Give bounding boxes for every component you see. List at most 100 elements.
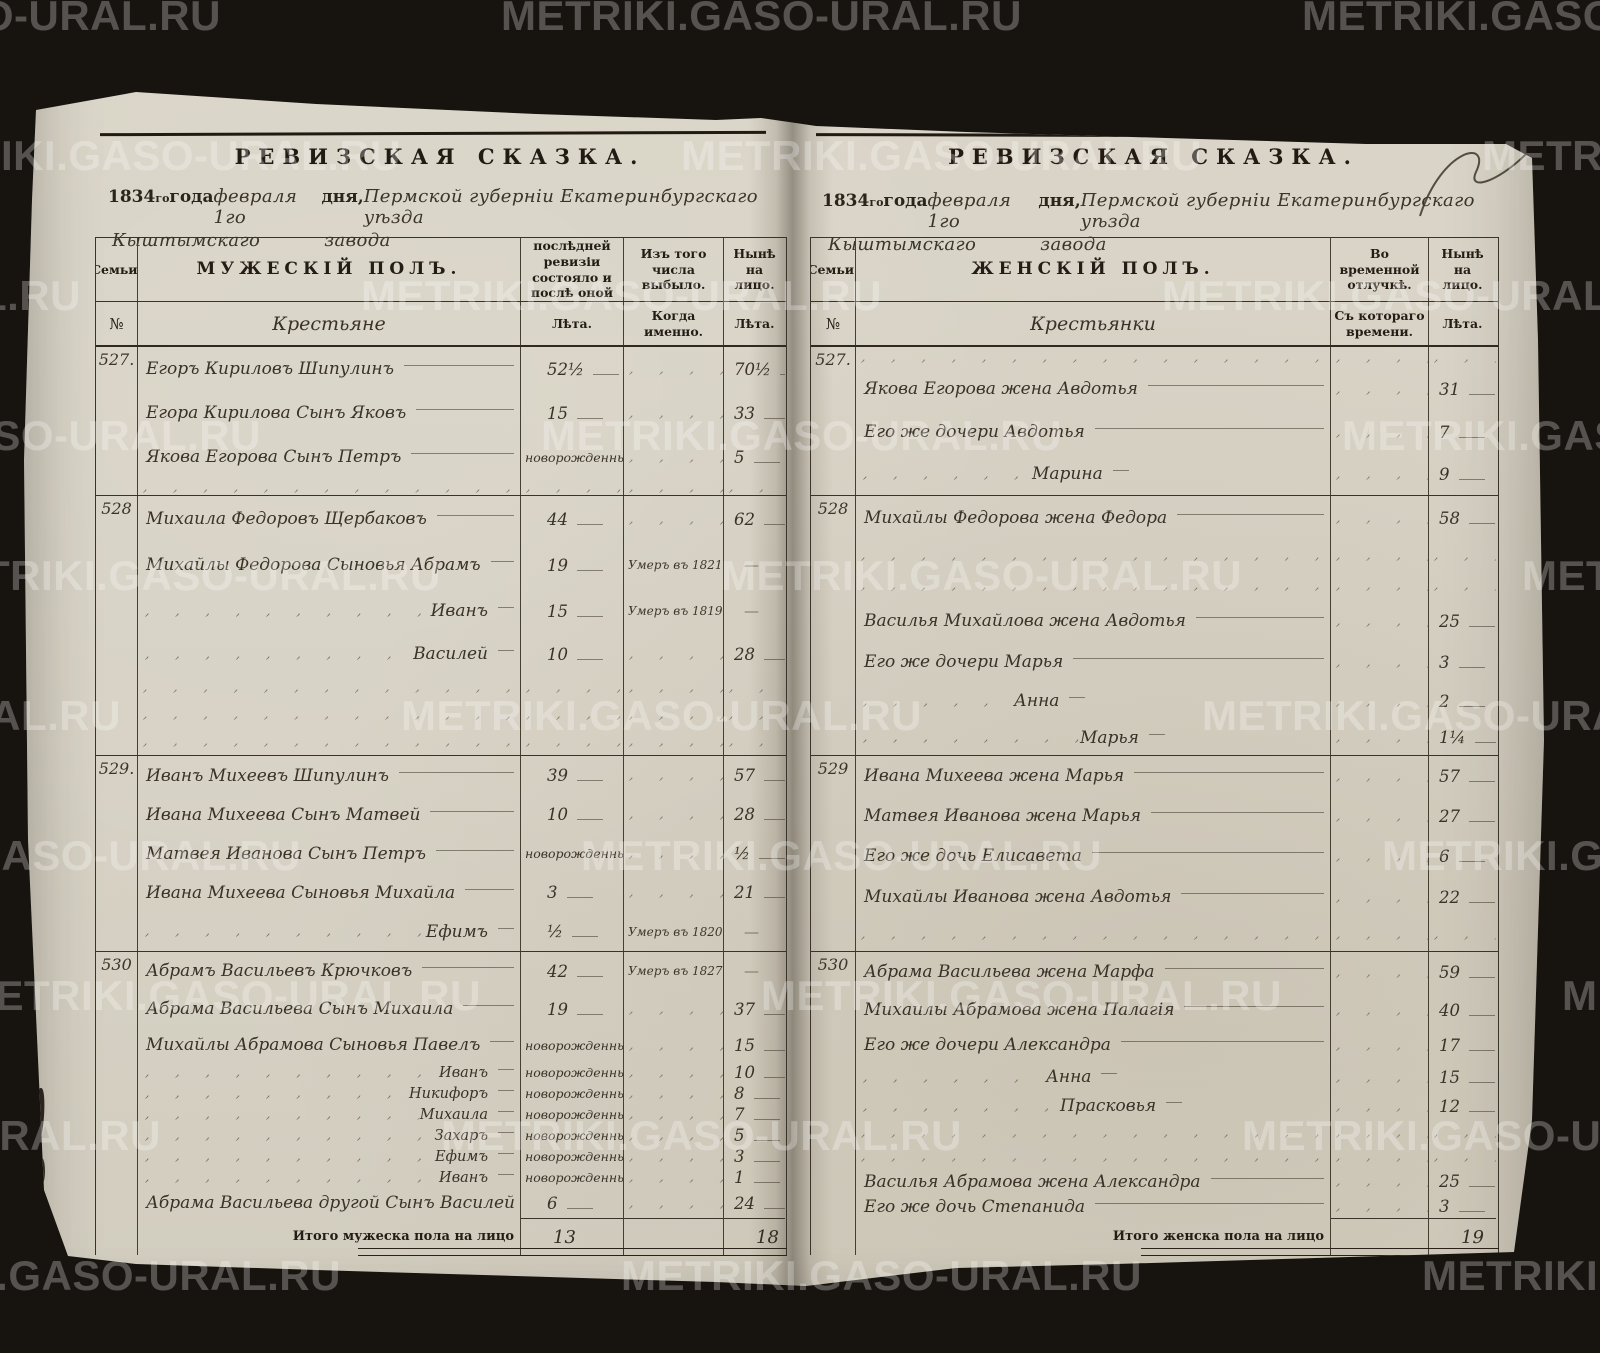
person-name: Его же дочери Марья xyxy=(856,642,1331,682)
table-row: Василья Абрамова жена Александра 25 xyxy=(811,1168,1498,1195)
empty-cell xyxy=(811,1195,856,1218)
newborn-note: новорожденный xyxy=(521,834,624,873)
empty-cell xyxy=(811,540,856,570)
age-now: 28 xyxy=(724,634,785,674)
name-text: Его же дочери Марья xyxy=(864,652,1064,672)
tick-row xyxy=(96,701,786,728)
age-last-revision: 44 xyxy=(521,496,624,542)
table-row: Михаилы Абрамова жена Палагія 40 xyxy=(811,992,1498,1028)
name-text: Иванъ xyxy=(439,1169,488,1186)
family-block-527: 527. Егоръ Кириловъ Шипулинъ 52½ 70½ Его… xyxy=(96,347,786,495)
empty-cell xyxy=(811,600,856,642)
ditto-ticks xyxy=(624,634,724,674)
empty-cell xyxy=(811,1120,856,1144)
family-number-empty xyxy=(96,912,138,951)
right-page-top-rule xyxy=(815,133,1501,138)
family-number-empty xyxy=(96,990,138,1028)
ditto-ticks xyxy=(1429,540,1496,570)
ink-blot xyxy=(38,1158,45,1184)
ditto-ticks xyxy=(1331,796,1429,836)
header-years: Лѣта. xyxy=(521,302,624,345)
male-subheader-row: № Крестьяне Лѣта. Когда именно. Лѣта. xyxy=(96,302,786,347)
tick-row xyxy=(96,479,786,495)
family-number-empty xyxy=(96,795,138,834)
ditto-ticks xyxy=(1331,720,1429,755)
tick-row xyxy=(96,674,786,701)
table-row: Его же дочери Авдотья 7 xyxy=(811,411,1498,453)
header-years: Лѣта. xyxy=(1442,315,1483,331)
person-name: Якова Егорова жена Авдотья xyxy=(856,367,1331,411)
ditto-ticks xyxy=(521,728,624,755)
family-number: 528 xyxy=(96,496,138,542)
family-block-529: 529 Ивана Михеева жена Марья 57 Матвея И… xyxy=(811,755,1498,951)
ditto-ticks xyxy=(1331,1092,1429,1120)
table-row: Анна 2 xyxy=(811,682,1498,720)
ditto-ticks xyxy=(1331,836,1429,876)
ditto-ticks xyxy=(624,756,724,795)
year-suffix: го xyxy=(869,196,884,209)
age-now: 28 xyxy=(724,795,785,834)
person-name: Никифоръ xyxy=(138,1083,521,1104)
table-row: Абрама Васильева другой Сынъ Василей 6 2… xyxy=(96,1188,786,1218)
age-last-revision: 52½ xyxy=(521,347,624,391)
ditto-ticks xyxy=(1331,600,1429,642)
ditto-ticks xyxy=(1429,347,1496,367)
double-rule xyxy=(1141,1248,1499,1256)
family-number-empty xyxy=(96,588,138,634)
name-text: Михаила xyxy=(419,1106,488,1123)
family-number-empty xyxy=(96,634,138,674)
person-name: Ивана Михеева жена Марья xyxy=(856,756,1331,796)
table-row: Захаръ новорожденный 5 xyxy=(96,1125,786,1146)
ditto-ticks xyxy=(1331,1168,1429,1195)
age-now: 15 xyxy=(1429,1062,1496,1092)
name-text: Ивана Михеева Сыновья Михайла xyxy=(146,882,456,903)
age-now: 21 xyxy=(724,873,785,912)
right-place-line: Кыштымскаго завода xyxy=(828,234,1107,255)
table-row: Василей 10 28 xyxy=(96,634,786,674)
ditto-ticks xyxy=(1331,642,1429,682)
age-now: 59 xyxy=(1429,952,1496,992)
ditto-ticks xyxy=(1331,756,1429,796)
name-text: Михаилы Абрамова жена Палагія xyxy=(864,1000,1175,1020)
left-page-top-rule xyxy=(99,130,767,137)
name-text: Его же дочь Степанида xyxy=(864,1196,1085,1217)
person-name: Михайлы Абрамова Сыновья Павелъ xyxy=(138,1028,521,1062)
ditto-ticks xyxy=(724,728,785,755)
province-handwritten: Пермской губерніи Екатеринбургскаго уѣзд… xyxy=(363,186,758,228)
family-number-empty xyxy=(96,435,138,479)
watermark-text: METRIKI.GASO-URAL.RU xyxy=(0,0,221,39)
ditto-ticks xyxy=(856,918,1331,951)
ditto-ticks xyxy=(856,1144,1331,1168)
ditto-ticks xyxy=(1331,682,1429,720)
ditto-ticks xyxy=(624,1083,724,1104)
female-header-row: Семьи. ЖЕНСКІЙ ПОЛЪ. Во временной отлучк… xyxy=(811,238,1498,302)
name-text: Василья Абрамова жена Александра xyxy=(864,1171,1201,1192)
ditto-ticks xyxy=(624,795,724,834)
table-row: Матвея Иванова жена Марья 27 xyxy=(811,796,1498,836)
person-name: Иванъ xyxy=(138,1167,521,1188)
person-name: Егора Кирилова Сынъ Яковъ xyxy=(138,391,521,435)
left-date-line: 1834 го года февраля 1го дня, Пермской гу… xyxy=(108,186,770,228)
person-name: Иванъ xyxy=(138,588,521,634)
ditto-ticks xyxy=(1429,570,1496,600)
empty-cell xyxy=(811,682,856,720)
family-number-empty xyxy=(96,542,138,588)
header-male-sex: МУЖЕСКІЙ ПОЛЪ. xyxy=(138,238,521,301)
male-total-label: Итого мужеска пола на лицо xyxy=(138,1218,521,1255)
age-now: ½ xyxy=(724,834,785,873)
page-number: 116 xyxy=(1466,90,1508,118)
family-block-530: 530 Абрамъ Васильевъ Крючковъ 42 Умеръ в… xyxy=(96,951,786,1218)
header-years: Лѣта. xyxy=(734,315,775,331)
age-now: 24 xyxy=(724,1188,785,1218)
empty-cell xyxy=(811,796,856,836)
male-table: Семьи. МУЖЕСКІЙ ПОЛЪ. По послѣдней ревиз… xyxy=(95,237,787,1256)
age-now: 27 xyxy=(1429,796,1496,836)
ditto-ticks xyxy=(521,674,624,701)
table-row: 529. Иванъ Михеевъ Шипулинъ 39 57 xyxy=(96,756,786,795)
ditto-ticks xyxy=(1429,1144,1496,1168)
name-text: Матвея Иванова жена Марья xyxy=(864,806,1142,826)
family-number-empty xyxy=(96,1083,138,1104)
place-handwritten: Кыштымскаго завода xyxy=(112,230,391,251)
newborn-note: новорожденный xyxy=(521,1028,624,1062)
